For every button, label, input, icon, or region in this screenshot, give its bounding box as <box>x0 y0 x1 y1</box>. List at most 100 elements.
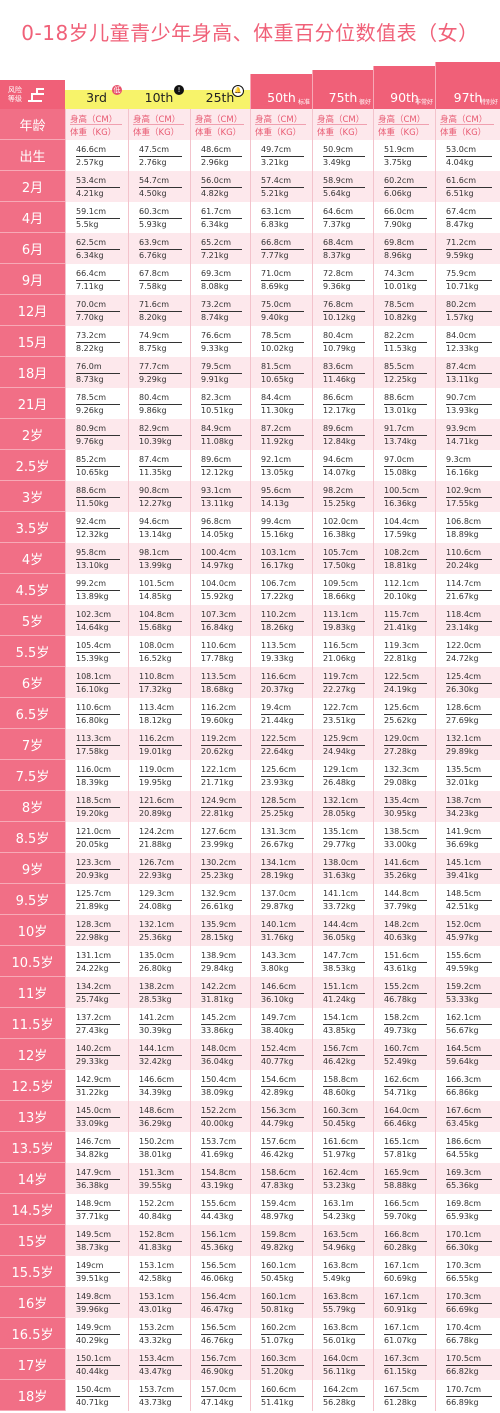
weight-value: 38.01kg <box>139 1150 172 1159</box>
value-cell: 74.3cm 10.01kg <box>373 264 435 295</box>
height-value: 149.7cm <box>261 1013 297 1022</box>
weight-value: 39.55kg <box>139 1181 172 1190</box>
value-cell: 110.2cm 18.26kg <box>250 605 312 636</box>
divider <box>139 931 182 932</box>
divider <box>139 1148 182 1149</box>
weight-value: 45.36kg <box>201 1243 234 1252</box>
weight-value: 16.38kg <box>323 530 356 539</box>
weight-value: 53.23kg <box>323 1181 356 1190</box>
weight-value: 13.01kg <box>384 406 417 415</box>
divider <box>261 1334 304 1335</box>
weight-value: 54.96kg <box>323 1243 356 1252</box>
height-value: 134.2cm <box>76 982 112 991</box>
weight-value: 32.42kg <box>139 1057 172 1066</box>
height-value: 153.7cm <box>201 1137 237 1146</box>
divider <box>76 528 120 529</box>
height-value: 89.6cm <box>201 455 232 464</box>
weight-value: 61.15kg <box>384 1367 417 1376</box>
value-cell: 48.6cm 2.96kg <box>190 140 250 171</box>
height-value: 167.5cm <box>384 1385 420 1394</box>
divider <box>446 1365 492 1366</box>
height-unit-label: 身高（CM） <box>440 115 488 125</box>
divider <box>323 1148 365 1149</box>
divider <box>76 466 120 467</box>
divider <box>261 466 304 467</box>
value-cell: 160.6cm 51.41kg <box>250 1380 312 1411</box>
height-value: 110.2cm <box>261 610 297 619</box>
value-cell: 150.4cm 40.71kg <box>65 1380 128 1411</box>
divider <box>76 745 120 746</box>
divider <box>201 931 242 932</box>
divider <box>261 187 304 188</box>
weight-value: 66.86kg <box>446 1088 479 1097</box>
weight-value: 25.25kg <box>261 809 294 818</box>
divider <box>261 807 304 808</box>
height-value: 159.4cm <box>261 1199 297 1208</box>
divider <box>323 218 365 219</box>
table-row: 10.5岁 131.1cm 24.22kg 135.0cm 26.80kg 138.9cm… <box>0 946 500 977</box>
height-value: 167.1cm <box>384 1261 420 1270</box>
value-cell: 160.3cm 50.45kg <box>312 1101 373 1132</box>
height-value: 138.5cm <box>384 827 420 836</box>
divider <box>261 1086 304 1087</box>
weight-value: 46.90kg <box>201 1367 234 1376</box>
divider <box>201 187 242 188</box>
height-value: 149.5cm <box>76 1230 112 1239</box>
value-cell: 58.9cm 5.64kg <box>312 171 373 202</box>
value-cell: 163.8cm 5.49kg <box>312 1256 373 1287</box>
height-value: 85.5cm <box>384 362 415 371</box>
divider <box>139 1179 182 1180</box>
value-cell: 107.3cm 16.84kg <box>190 605 250 636</box>
height-value: 186.6cm <box>446 1137 482 1146</box>
height-value: 148.2cm <box>384 920 420 929</box>
height-value: 129.1cm <box>323 765 359 774</box>
weight-value: 6.51kg <box>446 189 474 198</box>
height-value: 87.4cm <box>446 362 477 371</box>
divider <box>139 683 182 684</box>
weight-value: 9.36kg <box>323 282 351 291</box>
weight-value: 31.81kg <box>201 995 234 1004</box>
height-value: 47.5cm <box>139 145 170 154</box>
value-cell: 73.2cm 8.22kg <box>65 326 128 357</box>
value-cell: 102.0cm 16.38kg <box>312 512 373 543</box>
weight-value: 34.23kg <box>446 809 479 818</box>
value-cell: 72.8cm 9.36kg <box>312 264 373 295</box>
age-cell: 7.5岁 <box>0 760 65 791</box>
value-cell: 149.9cm 40.29kg <box>65 1318 128 1349</box>
age-cell: 11.5岁 <box>0 1008 65 1039</box>
age-cell: 8岁 <box>0 791 65 822</box>
age-cell: 9.5岁 <box>0 884 65 915</box>
weight-value: 2.76kg <box>139 158 167 167</box>
value-cell: 103.1cm 16.17kg <box>250 543 312 574</box>
value-cell: 125.4cm 26.30kg <box>435 667 500 698</box>
value-cell: 66.4cm 7.11kg <box>65 264 128 295</box>
unit-header-cell: 身高（CM） 体重（KG） <box>250 109 312 140</box>
percentile-label: 10th <box>144 90 174 105</box>
divider <box>446 683 492 684</box>
weight-value: 50.45kg <box>323 1119 356 1128</box>
divider <box>446 745 492 746</box>
height-value: 135.0cm <box>139 951 175 960</box>
value-cell: 135.0cm 26.80kg <box>128 946 190 977</box>
value-cell: 92.1cm 13.05kg <box>250 450 312 481</box>
age-cell: 4.5岁 <box>0 574 65 605</box>
height-value: 155.2cm <box>384 982 420 991</box>
height-value: 99.4cm <box>261 517 292 526</box>
weight-value: 66.69kg <box>446 1305 479 1314</box>
divider <box>76 1117 120 1118</box>
weight-value: 25.23kg <box>201 871 234 880</box>
divider <box>440 124 494 125</box>
value-cell: 51.9cm 3.75kg <box>373 140 435 171</box>
weight-value: 41.69kg <box>201 1150 234 1159</box>
height-value: 87.2cm <box>261 424 292 433</box>
divider <box>384 1303 427 1304</box>
weight-value: 21.67kg <box>446 592 479 601</box>
divider <box>201 1241 242 1242</box>
height-value: 78.5cm <box>384 300 415 309</box>
weight-value: 43.85kg <box>323 1026 356 1035</box>
weight-value: 21.44kg <box>261 716 294 725</box>
weight-value: 15.25kg <box>323 499 356 508</box>
height-value: 118.4cm <box>446 610 482 619</box>
height-value: 60.2cm <box>384 176 415 185</box>
value-cell: 141.1cm 33.72kg <box>312 884 373 915</box>
